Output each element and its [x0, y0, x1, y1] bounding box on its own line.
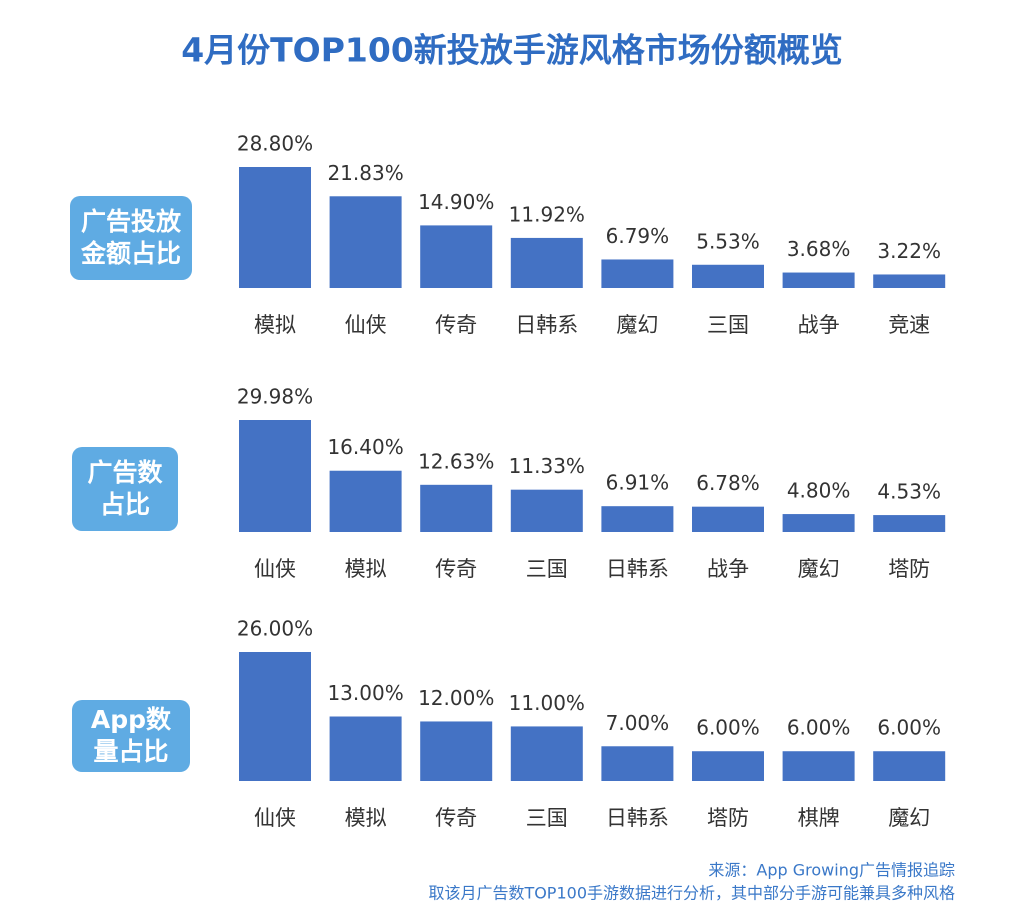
value-label: 21.83% — [327, 161, 403, 185]
bar — [782, 272, 855, 288]
category-label: 模拟 — [345, 806, 387, 830]
bar — [873, 751, 946, 781]
bar — [239, 420, 311, 532]
page-title: 4月份TOP100新投放手游风格市场份额概览 — [181, 31, 843, 70]
category-label: 模拟 — [254, 313, 296, 337]
bar — [601, 506, 674, 532]
bar — [782, 751, 855, 781]
bar — [420, 484, 493, 532]
bar — [782, 514, 855, 532]
value-label: 12.00% — [418, 686, 494, 710]
panel-label: App数量占比 — [72, 700, 190, 772]
category-label: 塔防 — [888, 557, 930, 581]
category-label: 三国 — [526, 557, 568, 581]
bar — [692, 751, 764, 781]
value-label: 6.00% — [787, 716, 851, 740]
bar — [420, 225, 493, 288]
category-label: 魔幻 — [888, 806, 930, 830]
value-label: 6.91% — [606, 471, 670, 495]
bar — [873, 515, 946, 532]
bar — [329, 716, 402, 781]
bar — [510, 237, 583, 288]
category-label: 三国 — [526, 806, 568, 830]
value-label: 5.53% — [696, 229, 760, 253]
category-label: 日韩系 — [515, 313, 578, 337]
value-label: 3.68% — [787, 237, 851, 261]
bar — [239, 652, 311, 781]
value-label: 3.22% — [877, 239, 941, 263]
category-label: 传奇 — [435, 806, 477, 830]
category-label: 竞速 — [888, 313, 930, 337]
source-note: 取该月广告数TOP100手游数据进行分析，其中部分手游可能兼具多种风格 — [428, 884, 955, 903]
category-label: 魔幻 — [798, 557, 840, 581]
category-label: 魔幻 — [616, 313, 658, 337]
category-label: 战争 — [798, 313, 840, 337]
category-label: 仙侠 — [254, 557, 296, 581]
value-label: 26.00% — [237, 617, 313, 641]
bar — [420, 721, 493, 781]
value-label: 12.63% — [418, 449, 494, 473]
value-label: 16.40% — [327, 435, 403, 459]
value-label: 6.00% — [877, 716, 941, 740]
bar — [510, 489, 583, 532]
category-label: 三国 — [707, 313, 749, 337]
category-label: 传奇 — [435, 557, 477, 581]
category-label: 战争 — [707, 557, 749, 581]
value-label: 11.92% — [509, 202, 585, 226]
bar — [329, 470, 402, 532]
value-label: 13.00% — [327, 681, 403, 705]
panel-label: 广告数占比 — [72, 447, 178, 531]
bar — [601, 746, 674, 781]
category-label: 塔防 — [707, 806, 749, 830]
value-label: 14.90% — [418, 190, 494, 214]
category-label: 传奇 — [435, 313, 477, 337]
category-label: 模拟 — [345, 557, 387, 581]
value-label: 6.78% — [696, 471, 760, 495]
value-label: 29.98% — [237, 385, 313, 409]
value-label: 11.33% — [509, 454, 585, 478]
value-label: 7.00% — [606, 711, 670, 735]
bar — [601, 259, 674, 288]
value-label: 28.80% — [237, 132, 313, 156]
bar — [873, 274, 946, 288]
category-label: 日韩系 — [606, 557, 669, 581]
bar — [510, 726, 583, 781]
panel-label: 广告投放金额占比 — [70, 196, 192, 280]
value-label: 4.80% — [787, 479, 851, 503]
category-label: 仙侠 — [254, 806, 296, 830]
value-label: 6.79% — [606, 224, 670, 248]
bar — [239, 167, 311, 288]
value-label: 6.00% — [696, 716, 760, 740]
category-label: 日韩系 — [606, 806, 669, 830]
value-label: 11.00% — [509, 691, 585, 715]
value-label: 4.53% — [877, 480, 941, 504]
bar — [329, 196, 402, 288]
bar — [692, 264, 764, 288]
category-label: 棋牌 — [798, 806, 840, 830]
bar — [692, 506, 764, 532]
category-label: 仙侠 — [345, 313, 387, 337]
source-note: 来源：App Growing广告情报追踪 — [708, 861, 955, 880]
